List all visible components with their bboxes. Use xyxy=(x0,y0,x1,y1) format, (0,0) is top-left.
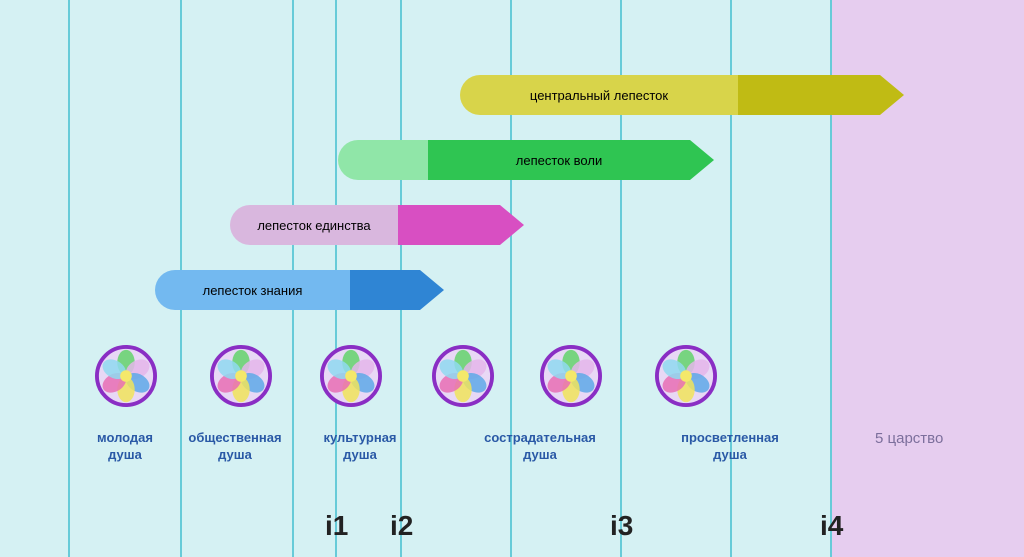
knowledge-petal-arrow: лепесток знания xyxy=(0,270,1024,310)
central-petal-arrow: центральный лепесток xyxy=(0,75,1024,115)
i-label: i1 xyxy=(325,510,348,542)
will-petal-arrow: лепесток воли xyxy=(0,140,1024,180)
i-label: i4 xyxy=(820,510,843,542)
enlightened-soul-label: просветленнаядуша xyxy=(660,430,800,464)
unity-petal-label: лепесток единства xyxy=(257,218,370,233)
cultural-soul-label: культурнаядуша xyxy=(290,430,430,464)
central-petal-label: центральный лепесток xyxy=(530,88,668,103)
will-petal-label: лепесток воли xyxy=(516,153,602,168)
knowledge-petal-label: лепесток знания xyxy=(203,283,303,298)
mandala-icon xyxy=(655,345,717,407)
compassionate-soul-label: сострадательнаядуша xyxy=(470,430,610,464)
mandala-icon xyxy=(540,345,602,407)
fifth-kingdom-label: 5 царство xyxy=(875,430,943,447)
mandala-icon xyxy=(210,345,272,407)
i-label: i2 xyxy=(390,510,413,542)
i-label: i3 xyxy=(610,510,633,542)
unity-petal-arrow: лепесток единства xyxy=(0,205,1024,245)
public-soul-label: общественнаядуша xyxy=(165,430,305,464)
mandala-icon xyxy=(432,345,494,407)
mandala-icon xyxy=(320,345,382,407)
mandala-icon xyxy=(95,345,157,407)
